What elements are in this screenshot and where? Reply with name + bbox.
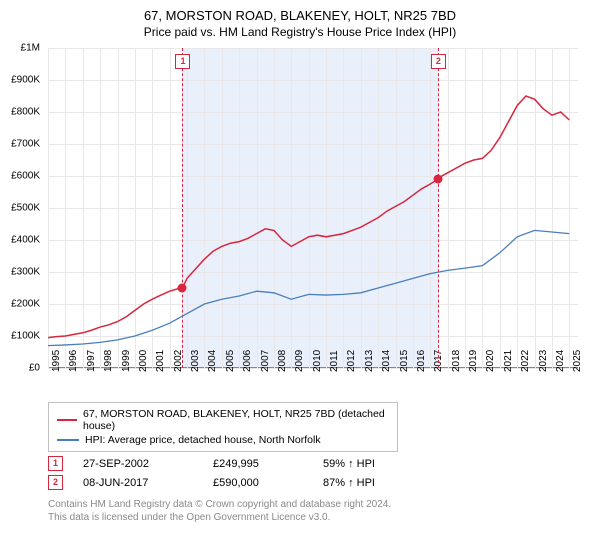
series-line-property <box>48 96 569 338</box>
sale-pct: 59% ↑ HPI <box>323 458 413 470</box>
y-axis-label: £700K <box>0 139 40 150</box>
y-axis-label: £300K <box>0 267 40 278</box>
sale-date: 27-SEP-2002 <box>83 458 193 470</box>
sale-row: 2 08-JUN-2017 £590,000 87% ↑ HPI <box>48 471 578 490</box>
sale-dot <box>433 175 442 184</box>
footer-text: Contains HM Land Registry data © Crown c… <box>48 490 578 524</box>
y-axis-label: £1M <box>0 43 40 54</box>
y-axis-label: £900K <box>0 75 40 86</box>
legend-area: 67, MORSTON ROAD, BLAKENEY, HOLT, NR25 7… <box>48 402 578 524</box>
chart-title: 67, MORSTON ROAD, BLAKENEY, HOLT, NR25 7… <box>0 0 600 23</box>
legend-label: HPI: Average price, detached house, Nort… <box>85 434 321 446</box>
series-svg <box>48 48 578 368</box>
y-axis-label: £200K <box>0 299 40 310</box>
y-axis-label: £100K <box>0 331 40 342</box>
sales-list: 1 27-SEP-2002 £249,995 59% ↑ HPI 2 08-JUN-201… <box>48 452 578 490</box>
chart-subtitle: Price paid vs. HM Land Registry's House … <box>0 23 600 43</box>
sale-price: £590,000 <box>213 477 303 489</box>
sale-dot <box>178 284 187 293</box>
sale-date: 08-JUN-2017 <box>83 477 193 489</box>
legend-item-property: 67, MORSTON ROAD, BLAKENEY, HOLT, NR25 7… <box>57 407 389 433</box>
legend-box: 67, MORSTON ROAD, BLAKENEY, HOLT, NR25 7… <box>48 402 398 452</box>
sale-row-marker: 1 <box>48 456 63 471</box>
footer-line: Contains HM Land Registry data © Crown c… <box>48 498 578 511</box>
sale-pct: 87% ↑ HPI <box>323 477 413 489</box>
plot-area: £0£100K£200K£300K£400K£500K£600K£700K£80… <box>48 48 578 368</box>
chart-container: 67, MORSTON ROAD, BLAKENEY, HOLT, NR25 7… <box>0 0 600 560</box>
sale-price: £249,995 <box>213 458 303 470</box>
sale-row: 1 27-SEP-2002 £249,995 59% ↑ HPI <box>48 452 578 471</box>
legend-swatch-hpi <box>57 439 79 441</box>
legend-item-hpi: HPI: Average price, detached house, Nort… <box>57 433 389 447</box>
y-axis-label: £500K <box>0 203 40 214</box>
y-axis-label: £600K <box>0 171 40 182</box>
y-axis-label: £400K <box>0 235 40 246</box>
series-line-hpi <box>48 230 569 345</box>
y-axis-label: £0 <box>0 363 40 374</box>
footer-line: This data is licensed under the Open Gov… <box>48 511 578 524</box>
legend-label: 67, MORSTON ROAD, BLAKENEY, HOLT, NR25 7… <box>83 408 389 432</box>
legend-swatch-property <box>57 419 77 421</box>
y-axis-label: £800K <box>0 107 40 118</box>
sale-row-marker: 2 <box>48 475 63 490</box>
